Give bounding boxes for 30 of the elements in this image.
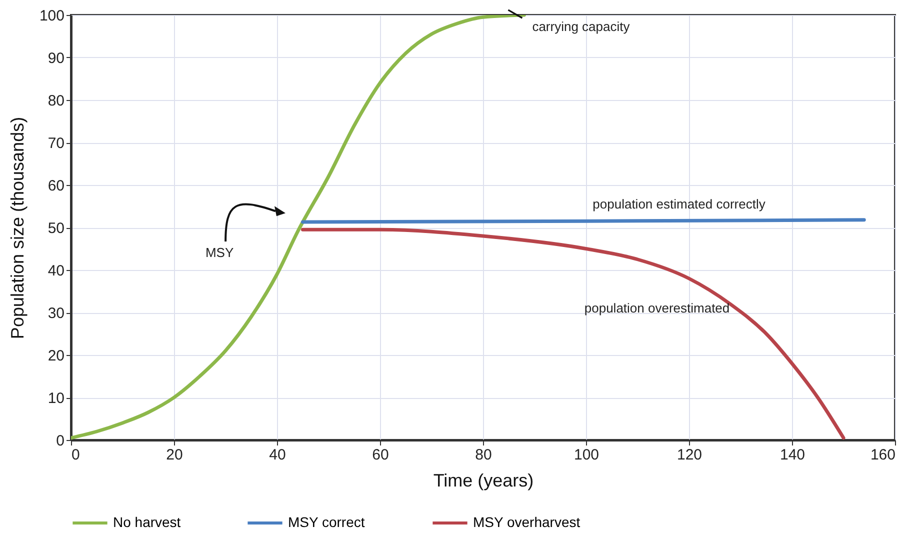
y-tick-label: 100 [39,8,64,24]
y-tick-label: 20 [48,348,64,364]
x-tick-label: 0 [72,446,80,464]
y-tick-label: 40 [48,262,64,280]
y-tick-label: 80 [48,92,64,110]
annotation: MSY [205,244,234,260]
x-tick-label: 40 [269,446,286,464]
x-tick-label: 160 [870,446,896,464]
x-tick-label: 20 [166,446,183,464]
legend-label: MSY overharvest [473,514,580,530]
y-tick-label: 60 [48,178,64,194]
x-axis-title: Time (years) [433,470,534,490]
legend-label: No harvest [113,514,181,530]
y-axis-title: Population size (thousands) [7,116,28,340]
x-tick-label: 80 [475,446,492,464]
y-tick-label: 70 [48,135,64,152]
x-tick-label: 60 [372,446,389,464]
y-tick-label: 0 [56,432,64,450]
annotation: carrying capacity [532,19,630,34]
y-tick-label: 90 [48,50,64,67]
x-tick-label: 120 [676,446,702,464]
y-tick-label: 10 [48,390,64,407]
y-tick-label: 30 [48,305,64,322]
y-tick-label: 50 [48,220,64,237]
line-series [301,228,846,440]
annotation: population overestimated [584,300,730,316]
x-tick-label: 100 [574,446,600,464]
x-tick-label: 140 [780,446,806,464]
annotation: population estimated correctly [592,196,766,212]
legend-label: MSY correct [288,514,365,530]
